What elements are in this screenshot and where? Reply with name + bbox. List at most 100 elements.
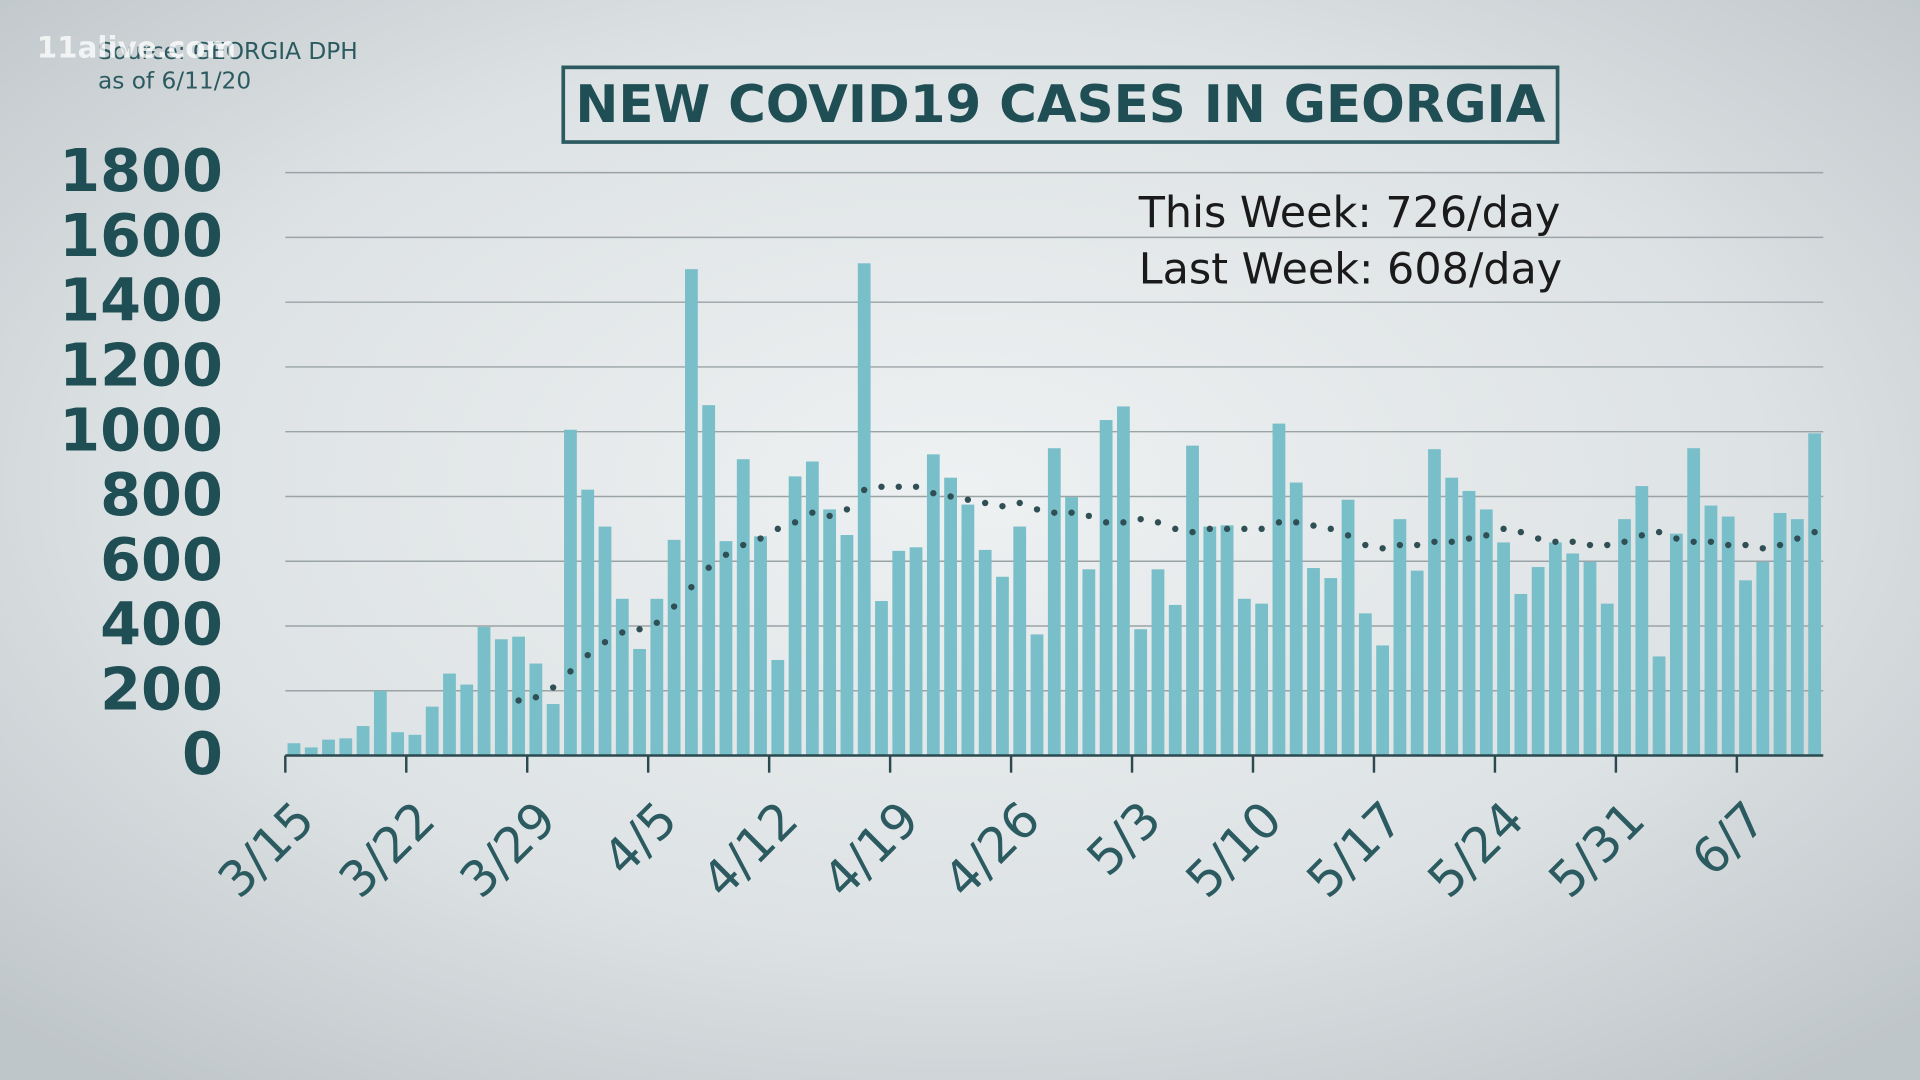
average-dot — [1655, 528, 1663, 536]
bar — [805, 461, 819, 756]
bar — [996, 576, 1009, 756]
bar — [1549, 542, 1562, 756]
y-tick-label: 600 — [100, 525, 223, 594]
bar — [1739, 580, 1752, 756]
average-dot — [1534, 535, 1542, 542]
bar — [1324, 578, 1338, 756]
average-dot — [1344, 532, 1352, 539]
average-dot — [843, 506, 851, 513]
y-tick-label: 1200 — [59, 330, 223, 399]
average-dot — [1275, 519, 1283, 526]
watermark: 11alive.com — [37, 30, 236, 64]
average-dot — [912, 483, 920, 490]
bar — [633, 648, 646, 756]
source: Source: GEORGIA DPH — [98, 38, 358, 65]
average-dot — [1085, 512, 1093, 520]
bar — [961, 504, 975, 756]
bar — [1497, 542, 1510, 756]
bar — [494, 639, 508, 756]
bar — [719, 541, 733, 756]
average-dot — [809, 509, 816, 516]
bar — [892, 550, 906, 756]
y-tick-label: 800 — [100, 460, 223, 529]
average-dot — [1102, 519, 1110, 526]
average-dot — [1189, 528, 1196, 536]
bar — [443, 673, 456, 756]
bar — [1773, 512, 1787, 756]
y-tick-label: 0 — [182, 719, 223, 788]
bar — [1047, 448, 1061, 756]
bar — [650, 598, 664, 756]
bar — [1203, 526, 1217, 756]
average-dot — [1811, 528, 1818, 536]
bar — [685, 269, 698, 756]
bar — [1082, 569, 1096, 756]
average-dot — [1517, 528, 1525, 536]
average-dot — [1673, 535, 1680, 542]
bar — [1669, 533, 1683, 756]
bar — [529, 663, 543, 756]
average-dot — [1379, 545, 1386, 552]
annotation: This Week: 726/day — [1138, 188, 1561, 238]
bar — [1030, 634, 1044, 756]
bar — [1790, 519, 1804, 756]
average-dot — [878, 483, 885, 490]
average-dot — [1776, 541, 1784, 549]
bar — [1186, 445, 1199, 756]
average-dot — [1604, 541, 1611, 549]
average-dot — [1068, 509, 1075, 516]
average-dot — [1154, 519, 1162, 526]
bar — [1289, 482, 1303, 756]
bar — [1462, 490, 1476, 756]
bar — [1600, 603, 1614, 756]
bar — [1428, 449, 1441, 756]
bar — [1255, 603, 1269, 756]
bar — [926, 454, 940, 756]
average-dot — [1483, 532, 1490, 539]
bar — [1618, 519, 1631, 756]
average-dot — [705, 564, 712, 571]
bar — [1099, 420, 1113, 756]
average-dot — [1033, 506, 1041, 513]
average-dot — [1241, 525, 1248, 533]
average-dot — [1413, 541, 1421, 549]
average-dot — [636, 626, 643, 633]
title-box — [561, 65, 1560, 144]
average-dot — [1431, 538, 1438, 545]
bar — [1237, 598, 1251, 756]
bar — [408, 734, 422, 756]
bar — [391, 732, 405, 756]
average-dot — [1016, 499, 1023, 507]
bar — [1514, 593, 1528, 756]
average-dot — [1362, 541, 1369, 549]
average-dot — [774, 525, 781, 533]
y-tick-label: 200 — [100, 654, 223, 723]
bar — [1531, 567, 1545, 756]
average-dot — [1051, 509, 1058, 516]
bar — [754, 536, 767, 756]
average-dot — [722, 551, 730, 558]
bar — [1410, 570, 1424, 756]
bar — [477, 626, 491, 756]
bar — [978, 549, 992, 756]
average-dot — [930, 490, 937, 497]
average-dot — [1569, 538, 1576, 545]
bar — [615, 598, 629, 756]
bar — [356, 726, 370, 756]
bar — [1583, 561, 1597, 756]
average-dot — [1258, 525, 1265, 533]
bar — [1013, 526, 1027, 756]
average-dot — [653, 619, 661, 626]
bar — [1479, 509, 1493, 756]
bar — [512, 636, 525, 756]
bar — [1721, 516, 1735, 756]
average-dot — [532, 694, 540, 701]
bar — [1704, 505, 1718, 756]
bar — [1566, 553, 1580, 756]
average-dot — [567, 668, 574, 675]
bar — [857, 263, 871, 756]
bar — [1151, 569, 1165, 756]
average-dot — [1552, 538, 1559, 545]
